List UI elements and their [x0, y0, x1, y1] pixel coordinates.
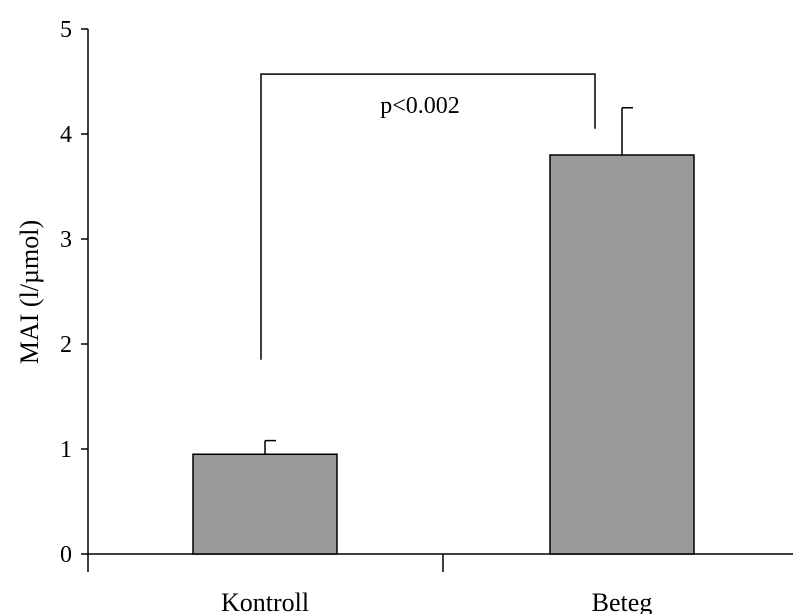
- bar-beteg: [549, 154, 695, 555]
- y-tick-label-4: 4: [60, 122, 72, 148]
- x-category-label-kontroll: Kontroll: [221, 588, 309, 614]
- significance-bracket: [260, 73, 596, 360]
- y-ticks: 0 1 2 3 4 5: [60, 17, 88, 568]
- y-tick-label-1: 1: [60, 437, 72, 463]
- y-tick-label-0: 0: [60, 542, 72, 568]
- y-tick-label-5: 5: [60, 17, 72, 43]
- x-category-label-beteg: Beteg: [592, 588, 653, 614]
- significance-annotation: p<0.002: [260, 73, 596, 360]
- y-tick-label-3: 3: [60, 227, 72, 253]
- bar-kontroll: [192, 453, 338, 555]
- bars: [192, 107, 695, 555]
- category-labels: Kontroll Beteg: [221, 588, 652, 614]
- y-axis-title: MAI (l/µmol): [15, 220, 44, 364]
- p-value-label: p<0.002: [380, 93, 460, 119]
- y-tick-label-2: 2: [60, 332, 72, 358]
